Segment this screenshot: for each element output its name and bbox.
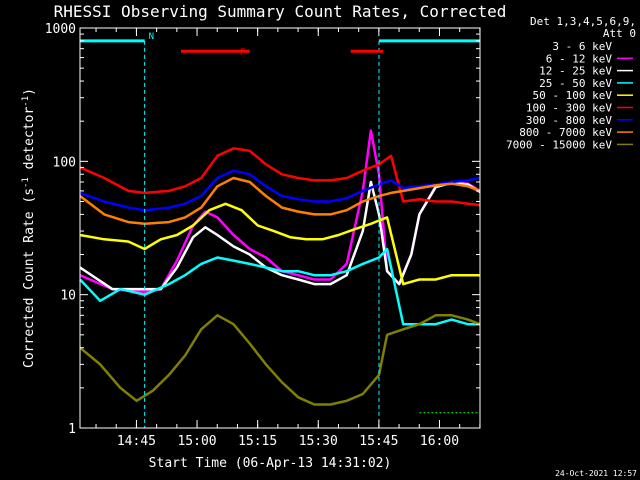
legend-entry-4: 50 - 100 keV xyxy=(533,89,613,102)
chart-title: RHESSI Observing Summary Count Rates, Co… xyxy=(54,2,507,21)
x-tick-label-0: 14:45 xyxy=(117,434,156,449)
series-layer xyxy=(79,129,481,406)
y-axis-label-end: ) xyxy=(22,88,37,96)
x-tick-label-3: 15:30 xyxy=(299,434,338,449)
series-line-6 xyxy=(79,169,481,212)
axes-layer: 1 10 100 1000 14:45 15:00 15:15 15:30 15:45 16:00 xyxy=(45,22,481,449)
flag-N-label: N xyxy=(149,32,154,42)
y-tick-label-1: 10 xyxy=(60,289,76,304)
legend-entry-6: 300 - 800 keV xyxy=(526,114,612,127)
legend-entry-2: 12 - 25 keV xyxy=(539,65,612,78)
series-line-5 xyxy=(79,147,481,207)
flags-layer: NF xyxy=(80,32,480,428)
y-axis-label-main: Corrected Count Rate (s xyxy=(22,188,37,368)
footer-timestamp: 24-Oct-2021 12:57 xyxy=(555,469,637,478)
y-axis-label: Corrected Count Rate (s-1 detector-1) xyxy=(21,88,37,368)
legend-entry-0: 3 - 6 keV xyxy=(552,40,612,53)
y-axis-label-sup2: -1 xyxy=(21,96,31,107)
legend-entry-1: 6 - 12 keV xyxy=(546,52,613,65)
series-line-8 xyxy=(79,314,481,406)
legend-entry-8: 7000 - 15000 keV xyxy=(506,138,612,151)
legend-header-0: Det 1,3,4,5,6,9, xyxy=(530,15,636,28)
y-tick-label-0: 1 xyxy=(68,422,76,437)
series-line-4 xyxy=(79,202,480,286)
plot-frame xyxy=(79,27,481,429)
legend-entry-3: 25 - 50 keV xyxy=(539,77,612,90)
legend-header-1: Att 0 xyxy=(603,27,636,40)
x-tick-label-5: 16:00 xyxy=(420,434,459,449)
x-tick-label-4: 15:45 xyxy=(359,434,398,449)
x-axis-label: Start Time (06-Apr-13 14:31:02) xyxy=(149,456,392,471)
legend-entry-7: 800 - 7000 keV xyxy=(519,126,612,139)
y-tick-label-3: 1000 xyxy=(45,22,76,37)
y-axis-label-sup1: -1 xyxy=(21,177,31,188)
series-line-7 xyxy=(79,176,481,226)
y-tick-label-2: 100 xyxy=(53,155,76,170)
x-tick-label-2: 15:15 xyxy=(238,434,277,449)
flag-F-label: F xyxy=(240,48,245,58)
y-axis-label-mid: detector xyxy=(22,107,37,178)
x-tick-label-1: 15:00 xyxy=(177,434,216,449)
series-line-2 xyxy=(79,180,481,291)
legend-entry-5: 100 - 300 keV xyxy=(526,102,612,115)
